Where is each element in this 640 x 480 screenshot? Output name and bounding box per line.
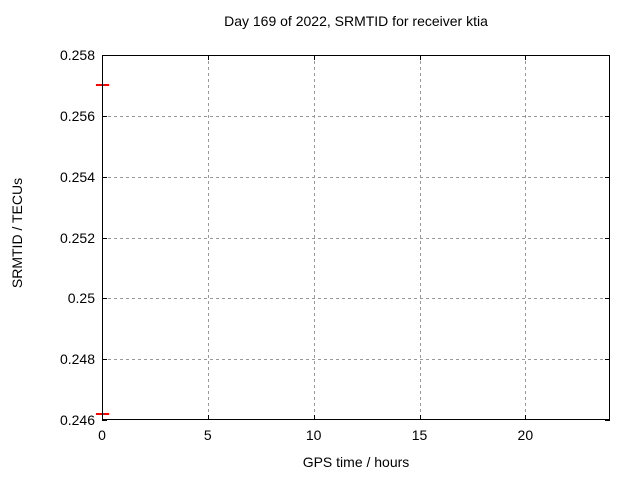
x-tick-label: 0 <box>98 427 106 443</box>
y-tick-label: 0.258 <box>59 47 95 63</box>
y-tick-label: 0.246 <box>59 412 95 428</box>
tick-mark <box>207 415 209 420</box>
tick-mark <box>605 115 610 117</box>
tick-mark <box>419 415 421 420</box>
tick-mark <box>207 55 209 60</box>
y-tick-label: 0.256 <box>59 107 95 124</box>
tick-mark <box>525 55 527 60</box>
tick-mark <box>102 237 107 239</box>
tick-mark <box>102 359 107 361</box>
tick-mark <box>605 420 610 421</box>
x-tick-label: 15 <box>411 427 428 443</box>
tick-mark <box>313 415 315 420</box>
gridline-horizontal <box>102 359 610 361</box>
tick-mark <box>525 415 527 420</box>
plot-border <box>102 55 610 420</box>
gridline-horizontal <box>102 298 610 300</box>
gridline-horizontal <box>102 237 610 239</box>
tick-mark <box>102 176 107 178</box>
y-tick-label: 0.254 <box>59 168 95 185</box>
x-tick-label: 5 <box>203 427 212 443</box>
chart-title: Day 169 of 2022, SRMTID for receiver kti… <box>224 13 488 29</box>
x-axis-title: GPS time / hours <box>302 454 410 470</box>
gridline-horizontal <box>102 115 610 117</box>
x-tick-label: 10 <box>305 427 322 443</box>
tick-mark <box>419 55 421 60</box>
y-tick-label: 0.25 <box>67 290 95 307</box>
tick-mark <box>102 115 107 117</box>
tick-mark <box>605 237 610 239</box>
y-tick-label: 0.248 <box>59 351 95 368</box>
tick-mark <box>313 55 315 60</box>
x-tick-label: 20 <box>517 427 534 443</box>
gridline-horizontal <box>102 176 610 178</box>
tick-mark <box>605 359 610 361</box>
tick-mark <box>102 420 107 421</box>
tick-mark <box>605 298 610 300</box>
tick-mark <box>605 176 610 178</box>
y-tick-label: 0.252 <box>59 229 95 246</box>
tick-mark <box>102 298 107 300</box>
